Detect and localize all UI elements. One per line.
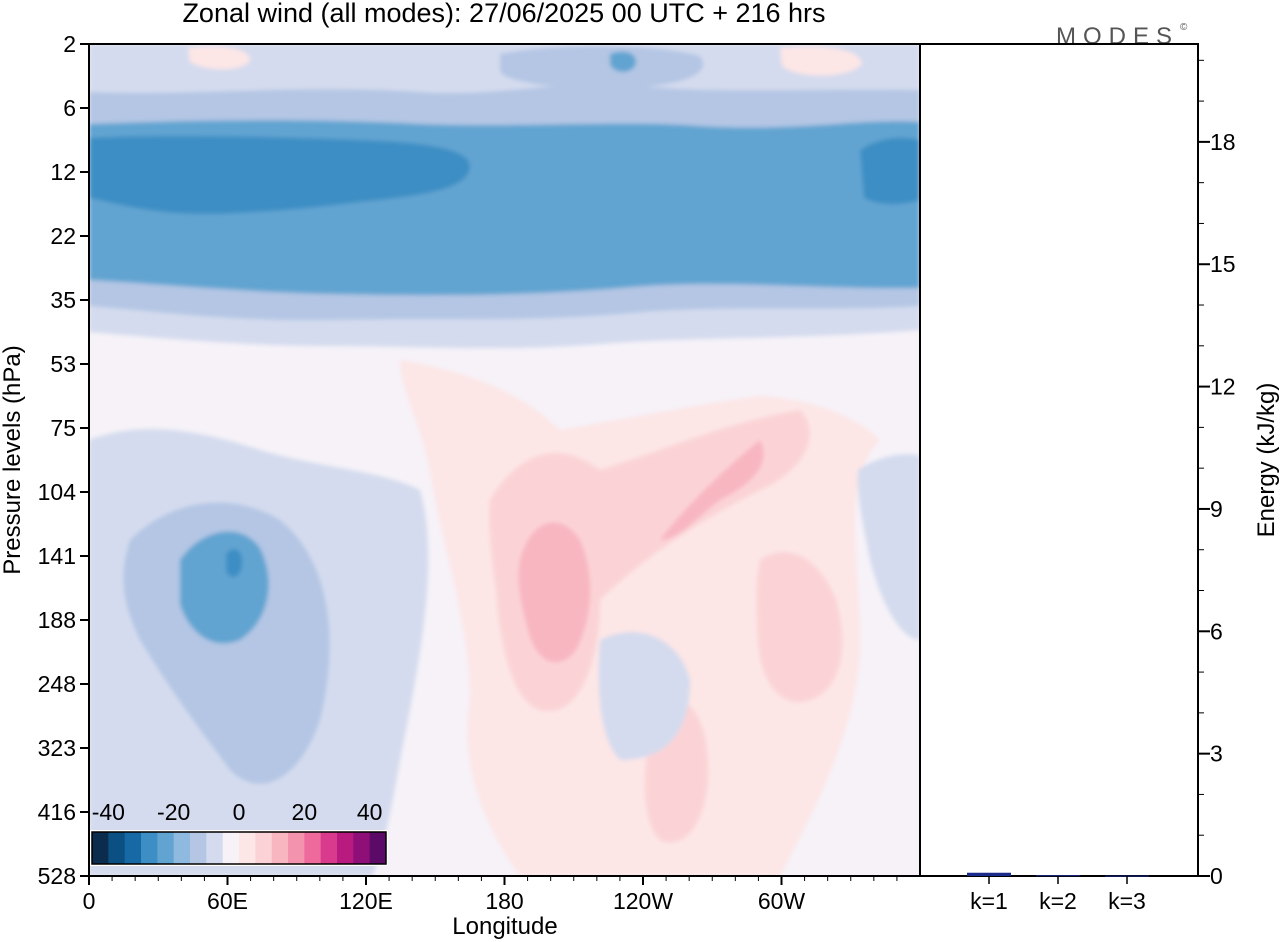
easterly-patch-east [857, 454, 920, 640]
y-tick-label: 2 [63, 31, 76, 57]
colorbar-swatch [141, 832, 158, 864]
colorbar-label: 20 [292, 799, 318, 825]
energy-category-label: k=2 [1039, 888, 1077, 914]
upper-easterly-core [89, 135, 470, 214]
upper-cell-top [500, 45, 704, 89]
longitude-axis: 0 60E 120E 180 120W 60W [83, 876, 898, 914]
y-tick-label: 141 [38, 543, 76, 569]
y-tick-label: 53 [50, 351, 76, 377]
y-tick-label: 528 [38, 863, 76, 889]
energy-bar [1036, 875, 1080, 877]
upper-easterly-core-east [860, 137, 920, 205]
upper-cell-top-core [610, 51, 636, 72]
energy-tick-label: 0 [1210, 863, 1223, 889]
colorbar-swatch [157, 832, 175, 864]
colorbar-swatch [190, 832, 207, 864]
colorbar-label: -40 [92, 799, 125, 825]
x-tick-label: 180 [485, 888, 523, 914]
colorbar-swatch [353, 832, 371, 864]
y-tick-label: 12 [50, 159, 76, 185]
energy-category-label: k=1 [970, 888, 1008, 914]
colorbar-label: -20 [157, 799, 190, 825]
colorbar-swatch [206, 832, 224, 864]
x-tick-label: 120E [339, 888, 393, 914]
westerly-ridge [660, 440, 764, 540]
modes-logo-mark: © [1180, 22, 1188, 33]
upper-westerly-patch-2 [780, 46, 862, 76]
colorbar-swatch [255, 832, 273, 864]
x-tick-label: 120W [613, 888, 673, 914]
upper-westerly-patch-1 [188, 46, 250, 70]
energy-axis: 0 3 6 9 12 15 18 [1198, 59, 1236, 889]
energy-tick-label: 12 [1210, 374, 1236, 400]
y-tick-label: 6 [63, 95, 76, 121]
energy-tick-label: 6 [1210, 618, 1223, 644]
energy-tick-label: 15 [1210, 251, 1236, 277]
colorbar-swatch [320, 832, 338, 864]
colorbar-label: 40 [357, 799, 383, 825]
colorbar-swatch [92, 832, 109, 864]
y-tick-label: 248 [38, 671, 76, 697]
y-tick-label: 416 [38, 799, 76, 825]
pressure-axis: 2 6 12 22 35 53 75 104 141 188 248 323 416 528 [38, 31, 89, 889]
energy-category-label: k=3 [1108, 888, 1146, 914]
colorbar: -40 -20 0 20 40 [90, 799, 388, 866]
y-axis-label: Pressure levels (hPa) [0, 345, 26, 574]
y-tick-label: 188 [38, 607, 76, 633]
easterly-core-max [226, 549, 243, 578]
colorbar-swatch [173, 832, 191, 864]
energy-bars: k=1 k=2 k=3 [967, 872, 1149, 914]
energy-panel-frame [919, 43, 1199, 877]
westerly-region-mid-east [756, 552, 843, 702]
x-tick-label: 60W [758, 888, 806, 914]
colorbar-swatch [271, 832, 289, 864]
y-tick-label: 104 [38, 479, 77, 505]
colorbar-swatch [369, 832, 387, 864]
energy-tick-label: 3 [1210, 741, 1223, 767]
colorbar-swatch [304, 832, 322, 864]
chart-title: Zonal wind (all modes): 27/06/2025 00 UT… [182, 0, 825, 28]
x-axis-label: Longitude [452, 913, 557, 940]
x-tick-label: 60E [207, 888, 248, 914]
y-tick-label: 22 [50, 223, 76, 249]
colorbar-label: 0 [233, 799, 246, 825]
westerly-core [518, 522, 591, 663]
x-tick-label: 0 [83, 888, 96, 914]
wind-heatmap [89, 44, 920, 876]
colorbar-frame [91, 831, 387, 865]
y-tick-label: 323 [38, 735, 76, 761]
energy-tick-label: 18 [1210, 129, 1236, 155]
energy-tick-label: 9 [1210, 496, 1223, 522]
y-tick-label: 35 [50, 287, 76, 313]
colorbar-swatch [337, 832, 354, 864]
colorbar-swatch [108, 832, 126, 864]
energy-bar [967, 872, 1011, 876]
colorbar-swatch [288, 832, 305, 864]
energy-axis-label: Energy (kJ/kg) [1253, 383, 1280, 538]
colorbar-swatch [222, 832, 240, 864]
colorbar-swatch [124, 832, 142, 864]
y-tick-label: 75 [50, 415, 76, 441]
easterly-patch-south [598, 632, 690, 760]
easterly-core [180, 531, 269, 644]
colorbar-swatch [239, 832, 256, 864]
